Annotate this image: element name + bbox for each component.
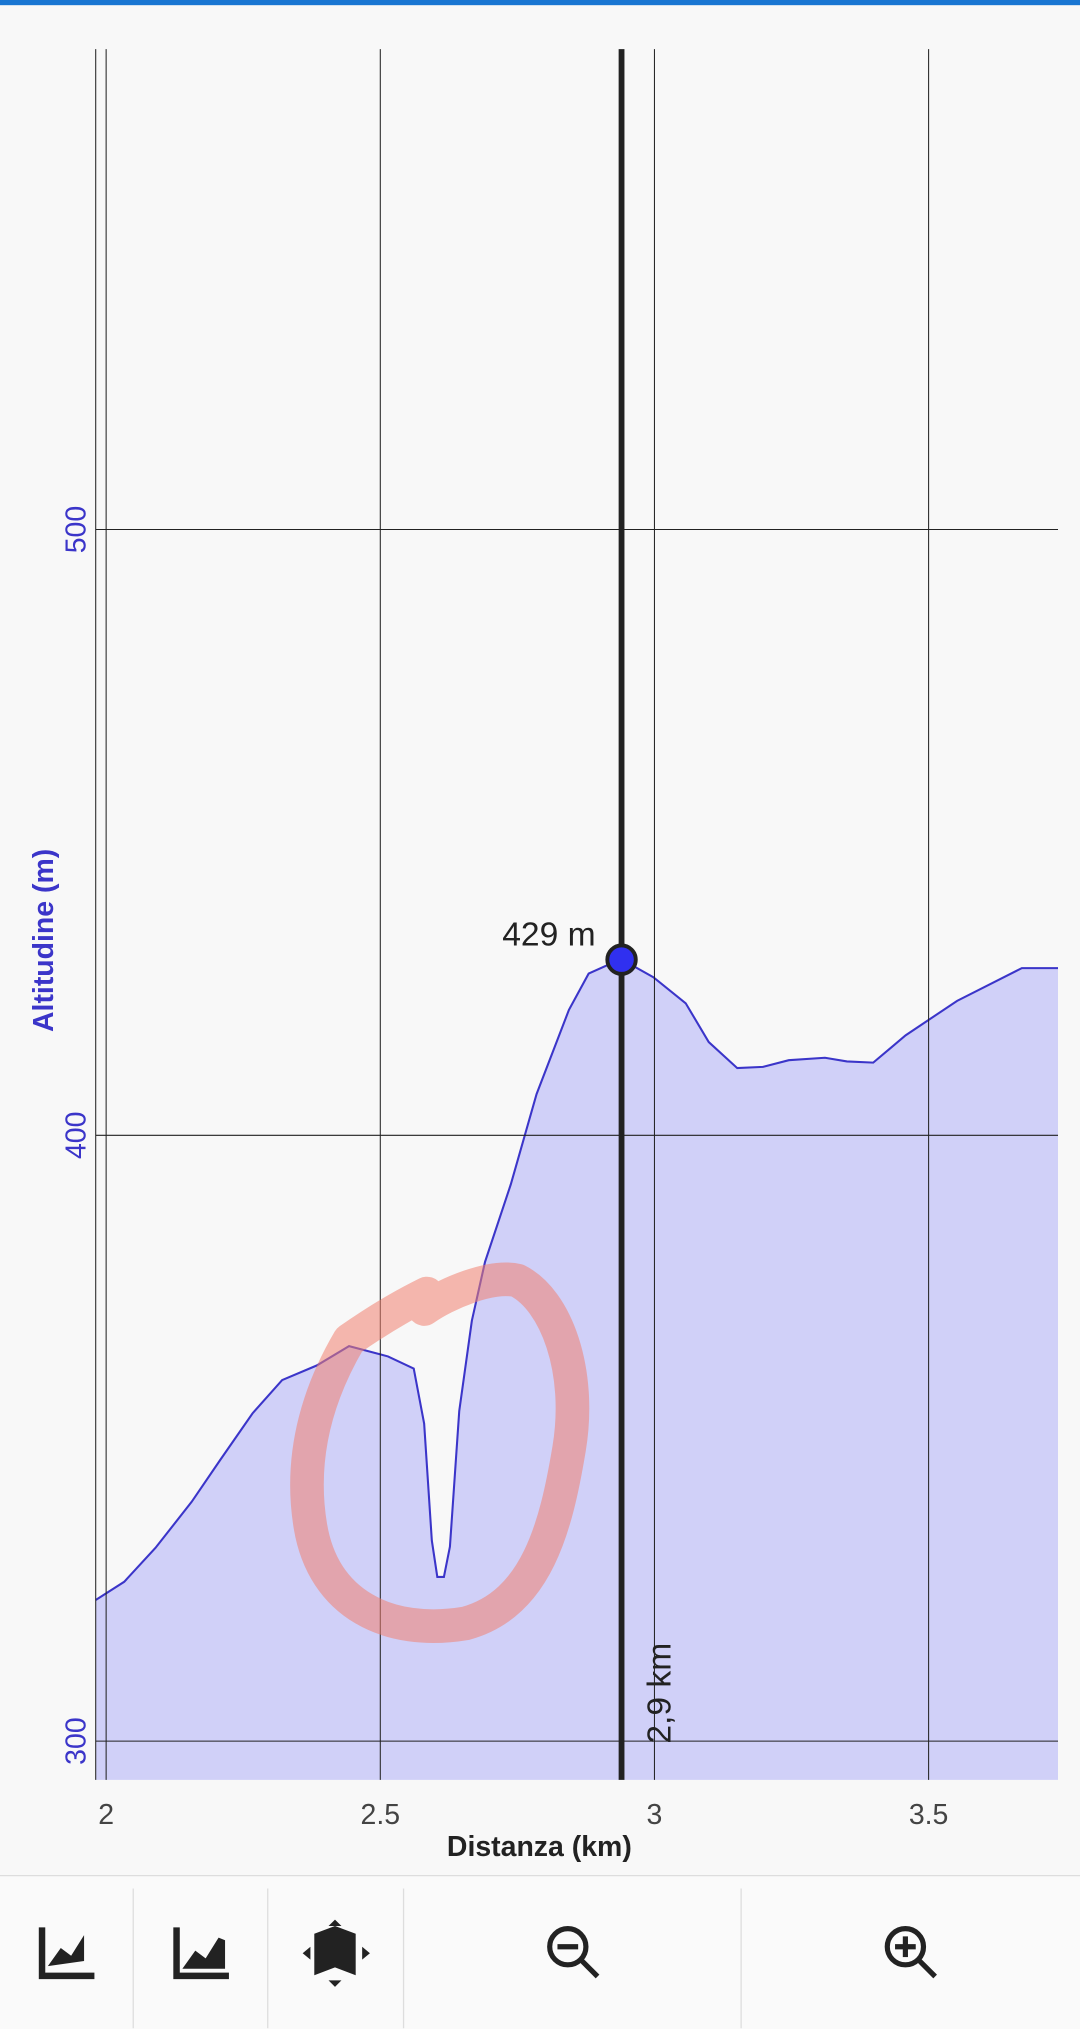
hand-drawn-circle: [290, 1262, 590, 1643]
y-tick-label: 400: [60, 1112, 92, 1159]
zoom-in-button[interactable]: [884, 1926, 937, 1979]
zoom-out-button[interactable]: [547, 1926, 600, 1979]
y-tick-label: 500: [60, 506, 92, 553]
cursor-point: [605, 943, 638, 976]
x-tick-label: 3: [647, 1799, 663, 1831]
x-tick-label: 2.5: [361, 1799, 401, 1831]
map-button[interactable]: [302, 1919, 370, 1987]
cursor-value-label: 429 m: [502, 916, 595, 953]
y-axis-title: Altitudine (m): [28, 849, 60, 1032]
elevation-line: [95, 957, 1059, 1601]
chart: 2 2.5 3 3.5 300 400 500 Distanza (km) Altitudine…: [28, 49, 1059, 1863]
x-tick-label: 2: [98, 1799, 114, 1831]
toolbar-bg: [0, 1875, 1080, 2029]
cursor-distance-label: 2,9 km: [642, 1643, 679, 1744]
profile-settings-button[interactable]: [38, 1927, 95, 1980]
profile-scroll-button[interactable]: [173, 1927, 229, 1980]
x-tick-label: 3.5: [909, 1799, 949, 1831]
x-axis-title: Distanza (km): [447, 1831, 632, 1863]
status-bar: [0, 0, 1080, 6]
y-tick-label: 300: [60, 1717, 92, 1764]
toolbar: [0, 1874, 1080, 2029]
